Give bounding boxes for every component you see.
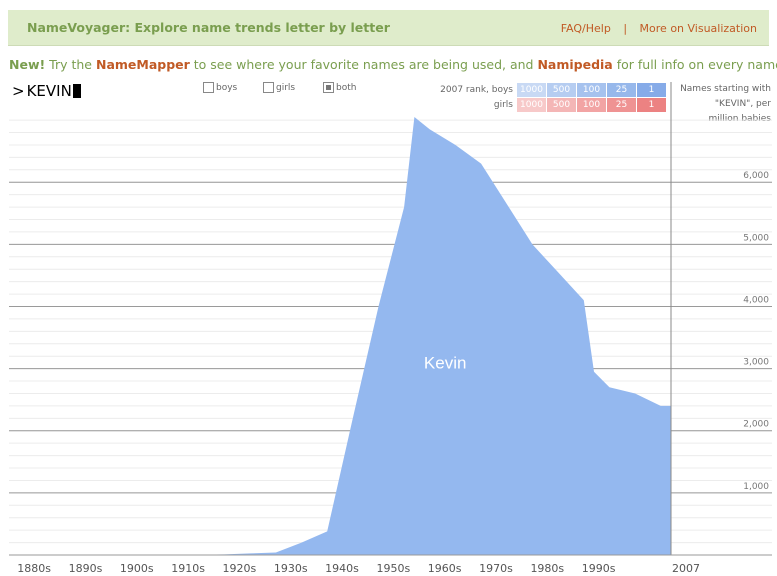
namipedia-link[interactable]: Namipedia	[537, 57, 613, 72]
x-tick-label: 1880s	[17, 562, 51, 575]
girls-rank-25[interactable]: 25	[607, 97, 636, 112]
filter-both[interactable]: both	[323, 82, 356, 93]
prompt-chevron-icon: >	[12, 82, 25, 100]
text-cursor	[72, 84, 81, 98]
boys-rank-label: 2007 rank, boys	[440, 84, 513, 95]
girls-rank-1[interactable]: 1	[637, 97, 666, 112]
caption-line-1: Names starting with	[680, 84, 771, 94]
filter-girls[interactable]: girls	[263, 82, 295, 93]
y-axis-labels: 1,000 2,000 3,000 4,000 5,000 6,000	[743, 171, 769, 492]
y-tick-label: 5,000	[743, 233, 769, 243]
boys-rank-row: 2007 rank, boys 1000 500 100 25 1	[436, 82, 666, 97]
caption-line-2: "KEVIN", per	[714, 99, 771, 109]
girls-rank-row: girls 1000 500 100 25 1	[436, 97, 666, 112]
y-tick-label: 2,000	[743, 420, 769, 430]
x-axis-labels: 1880s 1890s 1900s 1910s 1920s 1930s 1940s 1950s…	[17, 562, 700, 575]
boys-rank-1000[interactable]: 1000	[517, 82, 546, 97]
more-on-visualization-link[interactable]: More on Visualization	[639, 22, 757, 35]
promo-banner: New! Try the NameMapper to see where you…	[9, 57, 777, 72]
namemapper-link[interactable]: NameMapper	[95, 57, 190, 72]
series-label-kevin[interactable]: Kevin	[424, 354, 467, 373]
caption-line-3: million babies	[708, 114, 771, 124]
app-title: NameVoyager: Explore name trends letter …	[27, 20, 390, 35]
promo-text-1: Try the	[45, 57, 96, 72]
x-tick-label: 1940s	[325, 562, 359, 575]
x-tick-label: 1990s	[582, 562, 616, 575]
girls-rank-label: girls	[493, 99, 513, 110]
per-million-caption: Names starting with "KEVIN", per million…	[676, 82, 771, 127]
girls-rank-500[interactable]: 500	[547, 97, 576, 112]
boys-rank-100[interactable]: 100	[577, 82, 606, 97]
filter-boys[interactable]: boys	[203, 82, 237, 93]
x-tick-label: 1960s	[428, 562, 462, 575]
boys-rank-1[interactable]: 1	[637, 82, 666, 97]
boys-label: boys	[216, 82, 238, 93]
boys-checkbox[interactable]	[203, 82, 214, 93]
girls-rank-100[interactable]: 100	[577, 97, 606, 112]
girls-label: girls	[276, 82, 296, 93]
both-checkbox[interactable]	[323, 82, 334, 93]
app-header: NameVoyager: Explore name trends letter …	[8, 10, 769, 46]
x-tick-label: 1980s	[530, 562, 564, 575]
search-value: KEVIN	[26, 82, 72, 100]
y-tick-label: 4,000	[743, 295, 769, 305]
boys-rank-25[interactable]: 25	[607, 82, 636, 97]
kevin-area[interactable]	[19, 117, 672, 555]
girls-rank-1000[interactable]: 1000	[517, 97, 546, 112]
both-label: both	[336, 82, 357, 93]
header-nav: FAQ/Help | More on Visualization	[561, 22, 757, 35]
x-tick-label: 1920s	[223, 562, 257, 575]
x-tick-label: 1900s	[120, 562, 154, 575]
girls-checkbox[interactable]	[263, 82, 274, 93]
rank-legend: 2007 rank, boys 1000 500 100 25 1 girls …	[436, 82, 666, 112]
x-tick-label: 1970s	[479, 562, 513, 575]
boys-rank-500[interactable]: 500	[547, 82, 576, 97]
name-search-input[interactable]: > KEVIN	[12, 82, 81, 100]
x-tick-label: 1950s	[376, 562, 410, 575]
x-tick-label: 1890s	[69, 562, 103, 575]
y-tick-label: 3,000	[743, 358, 769, 368]
new-label: New!	[9, 57, 46, 72]
y-tick-label: 1,000	[743, 482, 769, 492]
y-tick-label: 6,000	[743, 171, 769, 181]
promo-text-2: to see where your favorite names are bei…	[189, 57, 538, 72]
nav-separator: |	[623, 22, 628, 35]
faq-help-link[interactable]: FAQ/Help	[560, 22, 611, 35]
x-tick-label: 1930s	[274, 562, 308, 575]
x-tick-label: 2007	[672, 562, 700, 575]
x-tick-label: 1910s	[171, 562, 205, 575]
promo-text-3: for full info on every name!	[612, 57, 777, 72]
